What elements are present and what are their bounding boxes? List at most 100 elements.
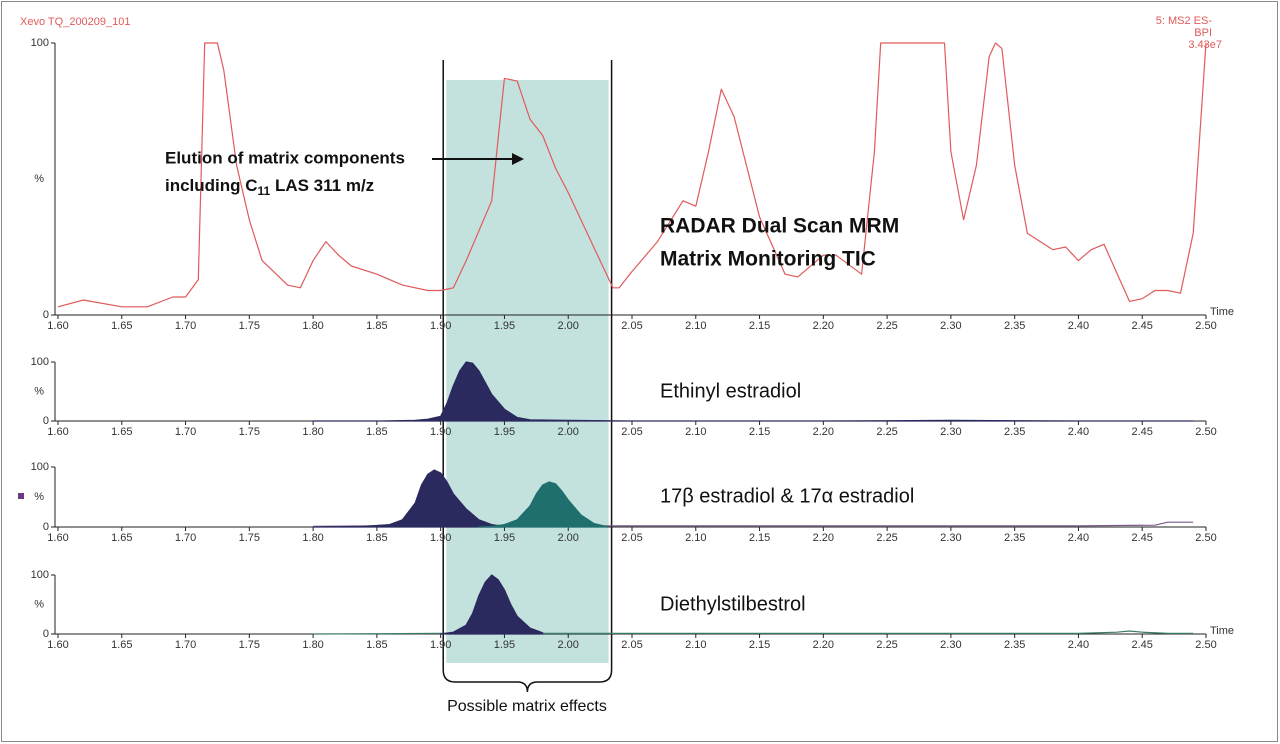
y-axis-label: % (34, 491, 44, 503)
annotation: Matrix Monitoring TIC (660, 248, 876, 271)
x-tick-label: 2.50 (1195, 639, 1216, 651)
x-tick-label: 2.25 (876, 426, 897, 438)
x-axis-label: Time (1210, 306, 1234, 318)
x-tick-label: 2.50 (1195, 426, 1216, 438)
x-tick-label: 1.60 (47, 426, 68, 438)
x-tick-label: 2.25 (876, 532, 897, 544)
x-axis-label: Time (1210, 625, 1234, 637)
x-tick-label: 2.10 (685, 320, 706, 332)
x-tick-label: 2.00 (558, 320, 579, 332)
x-tick-label: 2.50 (1195, 320, 1216, 332)
x-tick-label: 1.85 (366, 532, 387, 544)
x-tick-label: 2.15 (749, 532, 770, 544)
x-tick-label: 1.65 (111, 639, 132, 651)
x-tick-label: 2.40 (1068, 426, 1089, 438)
x-tick-label: 2.10 (685, 639, 706, 651)
area (312, 361, 1194, 422)
x-tick-label: 1.90 (430, 320, 451, 332)
x-tick-label: 2.45 (1132, 426, 1153, 438)
x-tick-label: 2.30 (940, 639, 961, 651)
x-tick-label: 2.45 (1132, 320, 1153, 332)
x-tick-label: 2.50 (1195, 532, 1216, 544)
x-tick-label: 1.70 (175, 320, 196, 332)
x-tick-label: 1.95 (494, 532, 515, 544)
brace (442, 669, 613, 693)
x-tick-label: 2.05 (621, 426, 642, 438)
x-tick-label: 2.10 (685, 426, 706, 438)
x-tick-label: 1.65 (111, 320, 132, 332)
area (440, 574, 544, 635)
x-tick-label: 1.70 (175, 426, 196, 438)
chart-title: Ethinyl estradiol (660, 380, 801, 402)
x-tick-label: 1.95 (494, 426, 515, 438)
y-tick-label: 100 (31, 37, 49, 49)
x-tick-label: 1.75 (239, 639, 260, 651)
mode: BPI (1194, 27, 1212, 39)
annotation: Elution of matrix components (165, 148, 405, 167)
x-tick-label: 1.85 (366, 426, 387, 438)
chart-title: 17β estradiol & 17α estradiol (660, 485, 914, 507)
y-tick-label: 0 (43, 628, 49, 640)
x-tick-label: 1.90 (430, 426, 451, 438)
x-tick-label: 2.30 (940, 426, 961, 438)
x-tick-label: 1.80 (302, 426, 323, 438)
x-tick-label: 1.90 (430, 639, 451, 651)
x-tick-label: 1.95 (494, 320, 515, 332)
x-tick-label: 1.65 (111, 532, 132, 544)
plots: 0 100% 1.60 1.65 1.70 1.75 1.80 1.85 1.90 1.95 2.0… (31, 37, 1234, 651)
x-tick-label: 1.60 (47, 639, 68, 651)
annotation: including C11 LAS 311 m/z (165, 176, 374, 198)
y-tick-label: 100 (31, 569, 49, 581)
x-tick-label: 1.70 (175, 639, 196, 651)
x-tick-label: 2.35 (1004, 320, 1025, 332)
x-tick-label: 1.95 (494, 639, 515, 651)
x-tick-label: 2.05 (621, 532, 642, 544)
x-tick-label: 2.35 (1004, 639, 1025, 651)
x-tick-label: 2.30 (940, 532, 961, 544)
x-tick-label: 2.00 (558, 426, 579, 438)
x-tick-label: 2.25 (876, 320, 897, 332)
x-tick-label: 1.70 (175, 532, 196, 544)
function: 5: MS2 ES- (1156, 15, 1213, 27)
x-tick-label: 2.10 (685, 532, 706, 544)
x-tick-label: 2.40 (1068, 320, 1089, 332)
x-tick-label: 2.35 (1004, 426, 1025, 438)
y-tick-label: 100 (31, 356, 49, 368)
marker (18, 493, 24, 499)
x-tick-label: 2.15 (749, 320, 770, 332)
x-tick-label: 2.00 (558, 639, 579, 651)
x-tick-label: 2.35 (1004, 532, 1025, 544)
x-tick-label: 2.15 (749, 426, 770, 438)
x-tick-label: 1.75 (239, 320, 260, 332)
chart-title: Diethylstilbestrol (660, 593, 806, 615)
y-tick-label: 0 (43, 309, 49, 321)
x-tick-label: 1.60 (47, 532, 68, 544)
intensity: 3.43e7 (1188, 39, 1222, 51)
y-axis-label: % (34, 385, 44, 397)
area (478, 481, 608, 528)
y-tick-label: 0 (43, 521, 49, 533)
x-tick-label: 2.05 (621, 320, 642, 332)
arrow-head (512, 153, 524, 165)
annotation: RADAR Dual Scan MRM (660, 215, 899, 238)
annotation-part: including C (165, 176, 258, 195)
x-tick-label: 1.80 (302, 639, 323, 651)
line (57, 42, 1207, 308)
y-tick-label: 0 (43, 415, 49, 427)
x-tick-label: 2.30 (940, 320, 961, 332)
x-tick-label: 2.20 (813, 532, 834, 544)
file-name: Xevo TQ_200209_101 (20, 16, 131, 28)
x-tick-label: 2.00 (558, 532, 579, 544)
y-tick-label: 100 (31, 461, 49, 473)
x-tick-label: 1.80 (302, 532, 323, 544)
x-tick-label: 2.40 (1068, 532, 1089, 544)
y-axis-label: % (34, 173, 44, 185)
x-tick-label: 2.20 (813, 426, 834, 438)
x-tick-label: 2.45 (1132, 639, 1153, 651)
x-tick-label: 2.15 (749, 639, 770, 651)
x-tick-label: 1.80 (302, 320, 323, 332)
x-tick-label: 1.85 (366, 320, 387, 332)
y-axis-label: % (34, 598, 44, 610)
